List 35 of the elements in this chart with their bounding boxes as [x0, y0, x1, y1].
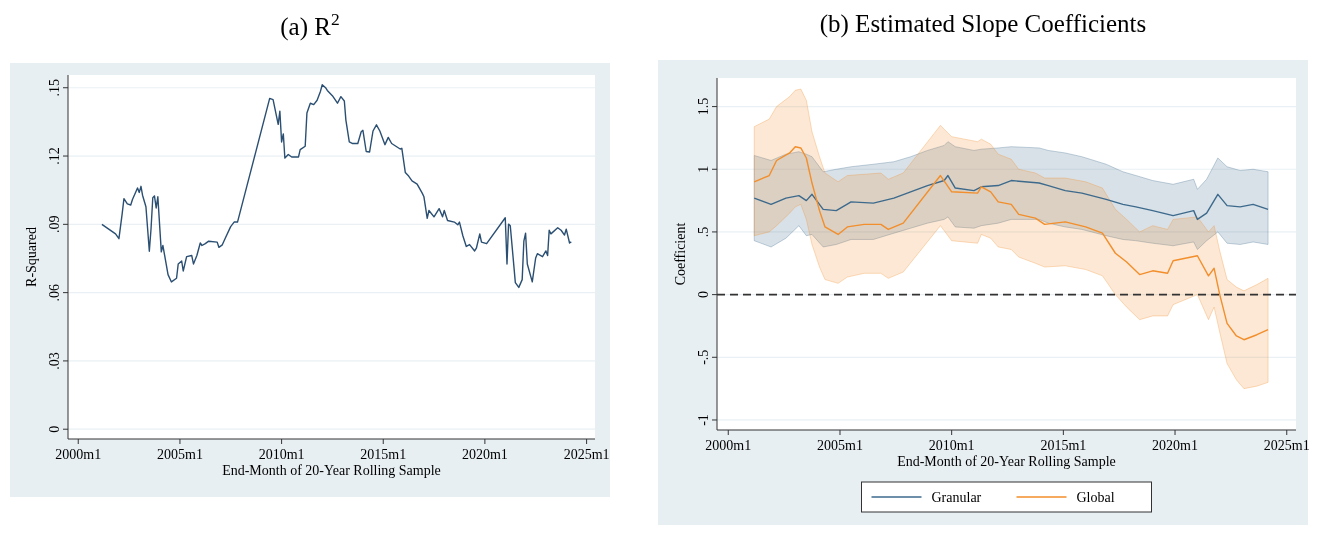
y-tick-label: 1 [696, 165, 711, 173]
y-axis-title: Coefficient [673, 222, 688, 286]
x-tick-label: 2000m1 [55, 447, 102, 462]
line-series [753, 146, 1269, 341]
x-tick-label: 2015m1 [1040, 438, 1087, 453]
x-tick-label: 2005m1 [817, 438, 863, 453]
y-tick-label: .03 [47, 352, 62, 370]
chart-title: (a) R$^{2}$ [280, 9, 340, 41]
y-tick-label: .09 [47, 215, 62, 234]
y-tick-label: .12 [47, 147, 62, 165]
x-tick-label: 2025m1 [1263, 438, 1310, 453]
line-series [753, 174, 1269, 221]
x-axis-title: End-Month of 20-Year Rolling Sample [897, 454, 1116, 469]
y-tick-label: .15 [47, 79, 62, 97]
line-series [101, 84, 572, 289]
x-tick-label: 2010m1 [928, 438, 975, 453]
legend-label: Global [1076, 490, 1115, 505]
x-axis-title: End-Month of 20-Year Rolling Sample [222, 463, 441, 478]
x-tick-label: 2010m1 [258, 447, 305, 462]
chart-title: (b) Estimated Slope Coefficients [819, 10, 1147, 38]
y-tick-label: 0 [696, 291, 711, 299]
y-axis-title: R-Squared [24, 227, 39, 287]
x-tick-label: 2020m1 [1152, 438, 1198, 453]
x-tick-label: 2005m1 [157, 447, 203, 462]
y-tick-label: .5 [696, 226, 711, 238]
y-tick-label: .06 [47, 283, 62, 302]
y-tick-label: 1.5 [696, 97, 711, 116]
legend-label: Granular [931, 490, 982, 505]
x-tick-label: 2000m1 [705, 438, 752, 453]
x-tick-label: 2015m1 [360, 447, 407, 462]
y-tick-label: -.5 [696, 349, 711, 365]
y-tick-label: -1 [696, 414, 711, 426]
y-tick-label: 0 [47, 425, 62, 433]
x-tick-label: 2020m1 [461, 447, 508, 462]
x-tick-label: 2025m1 [563, 447, 610, 462]
